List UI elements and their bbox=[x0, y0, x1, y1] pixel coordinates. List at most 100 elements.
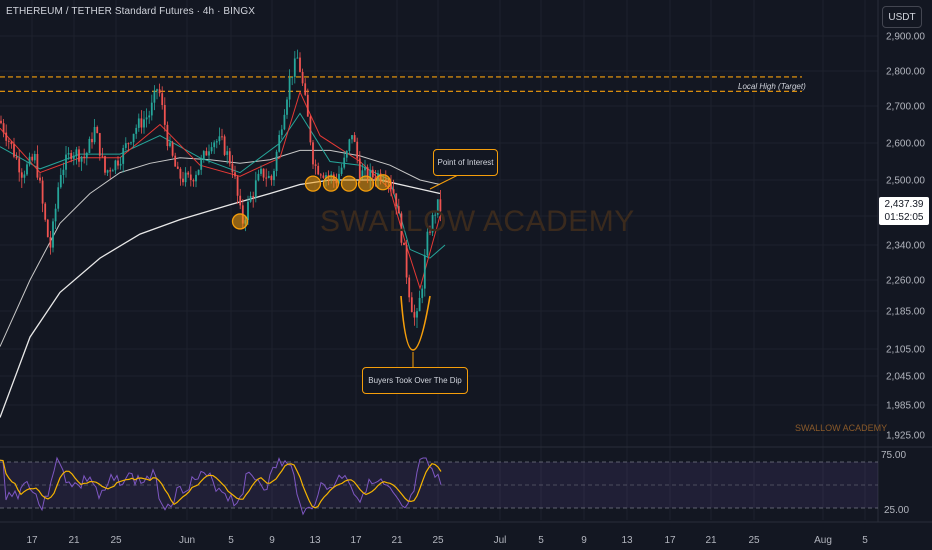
price-tick-label: 2,340.00 bbox=[886, 241, 925, 252]
candle-body bbox=[143, 119, 145, 128]
interest-circle bbox=[374, 174, 392, 191]
candle-body bbox=[23, 174, 26, 178]
candle-body bbox=[59, 175, 62, 188]
candle-body bbox=[374, 177, 377, 181]
rsi-lower-label: 25.00 bbox=[884, 505, 910, 516]
candle-body bbox=[119, 163, 122, 166]
price-axis: 2,900.00 2,800.00 2,700.00 2,600.00 2,500.00… bbox=[886, 32, 925, 442]
candle-body bbox=[397, 206, 400, 214]
price-tick-label: 2,045.00 bbox=[886, 372, 925, 383]
time-tick-label: 13 bbox=[621, 535, 633, 546]
candle-body bbox=[239, 195, 242, 206]
candle-body bbox=[390, 182, 392, 190]
candle-body bbox=[202, 151, 205, 160]
time-tick-label: 5 bbox=[228, 535, 234, 546]
candle-body bbox=[20, 172, 23, 178]
candle-body bbox=[314, 164, 317, 166]
point-of-interest-callout: Point of Interest bbox=[433, 149, 498, 176]
candle-body bbox=[179, 168, 182, 179]
candle-body bbox=[254, 180, 257, 198]
last-price-label: 2,437.39 01:52:05 bbox=[879, 197, 929, 225]
candle-body bbox=[221, 136, 223, 138]
candle-body bbox=[431, 215, 434, 233]
candle-body bbox=[400, 213, 403, 243]
candle-body bbox=[91, 138, 93, 143]
interest-markers bbox=[231, 173, 461, 368]
time-tick-label: 17 bbox=[664, 535, 676, 546]
time-tick-label: 25 bbox=[748, 535, 760, 546]
candle-body bbox=[156, 89, 158, 91]
rsi-upper-label: 75.00 bbox=[881, 450, 907, 461]
bar-countdown: 01:52:05 bbox=[884, 212, 924, 223]
candle-body bbox=[88, 138, 91, 153]
candle-body bbox=[267, 175, 270, 178]
candle-body bbox=[351, 135, 353, 140]
candle-body bbox=[18, 158, 21, 173]
candle-body bbox=[265, 177, 268, 179]
time-tick-label: 25 bbox=[432, 535, 444, 546]
candle-body bbox=[85, 152, 88, 158]
candle-body bbox=[413, 312, 416, 318]
candle-body bbox=[130, 142, 132, 144]
ma-mid-line bbox=[0, 90, 441, 291]
candlesticks bbox=[0, 49, 442, 329]
candle-body bbox=[348, 139, 351, 151]
candle-body bbox=[296, 57, 299, 59]
candle-body bbox=[231, 163, 234, 173]
candle-body bbox=[423, 255, 426, 289]
price-tick-label: 2,185.00 bbox=[886, 307, 925, 318]
candle-body bbox=[278, 134, 281, 152]
local-high-label: Local High (Target) bbox=[738, 82, 806, 91]
candle-body bbox=[148, 115, 151, 118]
candle-body bbox=[65, 154, 67, 170]
candle-body bbox=[52, 221, 54, 248]
rsi-indicator bbox=[0, 456, 878, 516]
candle-body bbox=[395, 193, 398, 207]
candle-body bbox=[26, 164, 28, 175]
candle-body bbox=[189, 174, 192, 181]
interest-circle bbox=[231, 213, 249, 230]
candle-body bbox=[306, 94, 309, 117]
candle-body bbox=[72, 155, 75, 159]
candle-body bbox=[408, 277, 411, 298]
candle-body bbox=[330, 174, 333, 177]
candle-body bbox=[301, 71, 304, 84]
candle-body bbox=[184, 172, 187, 183]
candle-body bbox=[124, 143, 127, 148]
currency-button[interactable]: USDT bbox=[882, 6, 922, 28]
candle-body bbox=[7, 140, 10, 142]
candle-body bbox=[187, 172, 190, 175]
candle-body bbox=[252, 195, 255, 198]
candle-body bbox=[345, 150, 348, 158]
candle-body bbox=[343, 157, 346, 168]
candle-body bbox=[309, 116, 312, 143]
interest-circle bbox=[322, 175, 340, 192]
price-tick-label: 2,105.00 bbox=[886, 345, 925, 356]
candle-body bbox=[96, 127, 99, 134]
candle-body bbox=[78, 149, 80, 162]
time-tick-label: 5 bbox=[538, 535, 544, 546]
candle-body bbox=[0, 120, 2, 124]
candle-body bbox=[104, 156, 106, 173]
candle-body bbox=[286, 99, 288, 115]
price-tick-label: 1,925.00 bbox=[886, 431, 925, 442]
candle-body bbox=[325, 175, 327, 178]
candle-body bbox=[70, 153, 73, 159]
candle-body bbox=[293, 58, 296, 77]
rsi-line bbox=[0, 456, 442, 516]
candle-body bbox=[161, 93, 164, 106]
candle-body bbox=[106, 170, 109, 173]
candle-body bbox=[197, 169, 200, 175]
candle-body bbox=[426, 231, 429, 256]
candle-body bbox=[403, 242, 405, 246]
candle-body bbox=[392, 189, 395, 194]
candle-body bbox=[10, 141, 13, 145]
candle-body bbox=[174, 155, 177, 167]
candle-body bbox=[299, 57, 301, 72]
candle-body bbox=[171, 142, 174, 156]
local-high-zone bbox=[0, 76, 802, 92]
candle-body bbox=[410, 297, 413, 313]
time-tick-label: 9 bbox=[581, 535, 587, 546]
candle-body bbox=[369, 169, 372, 179]
